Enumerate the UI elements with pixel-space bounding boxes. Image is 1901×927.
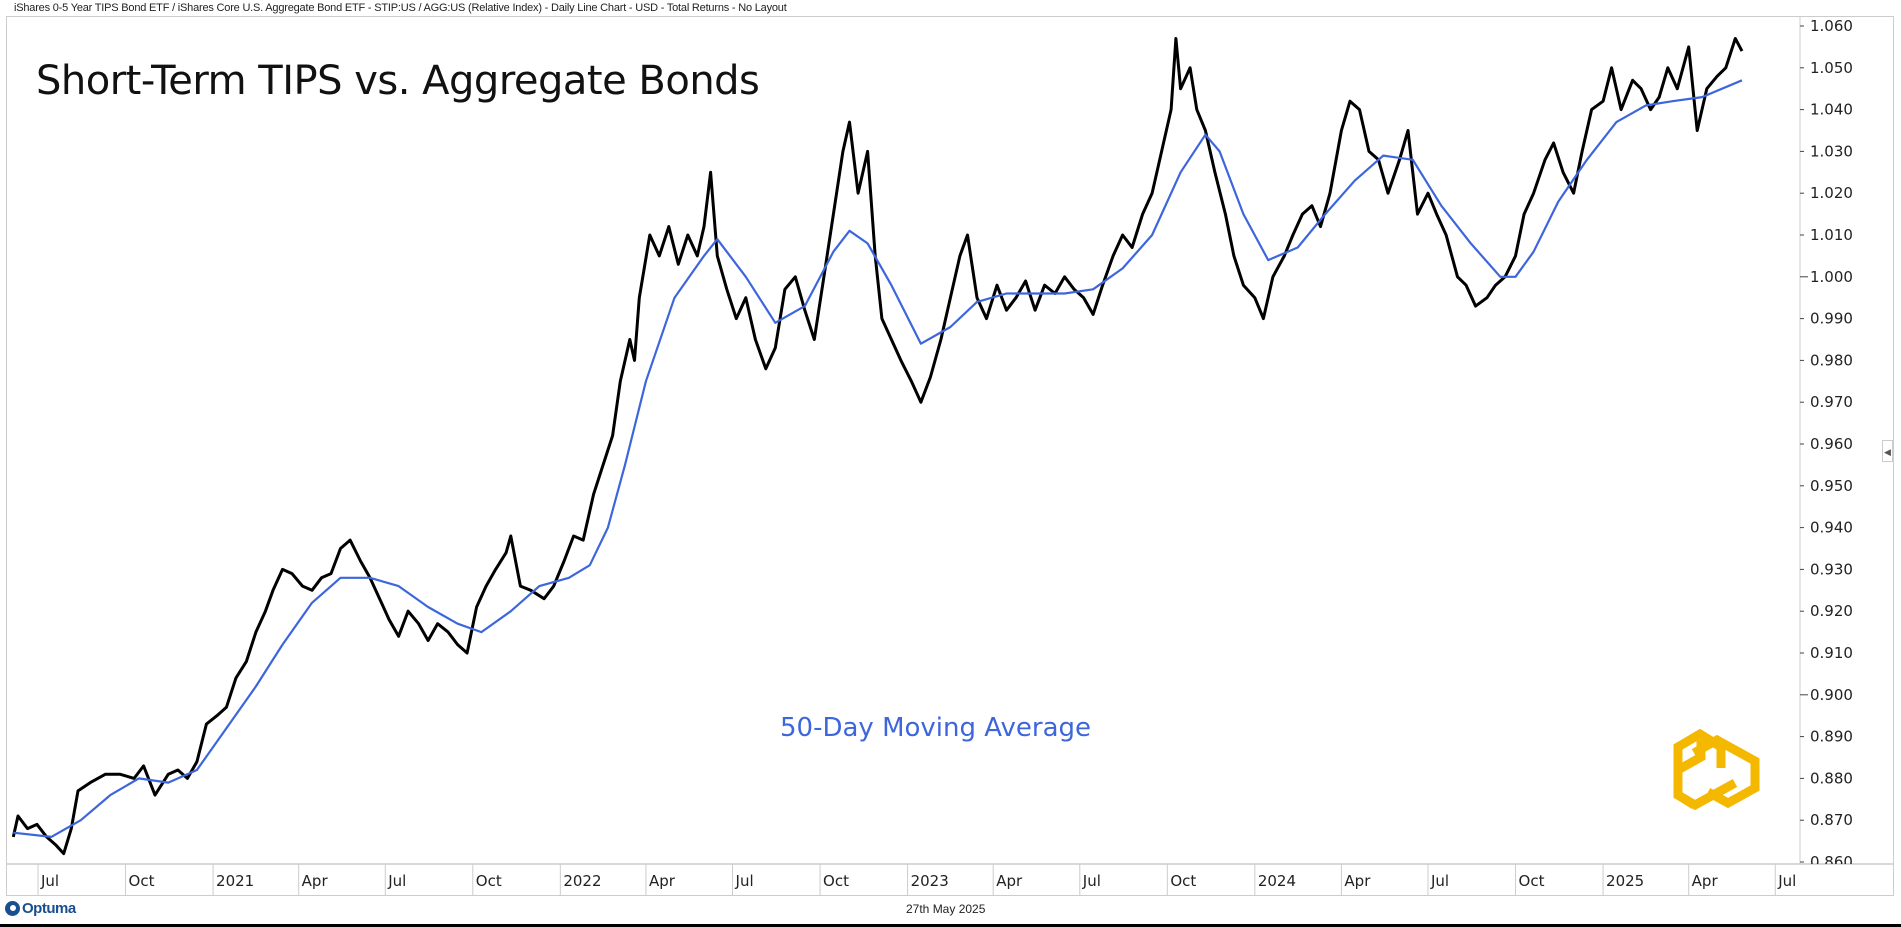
y-tick-label: 0.950 [1810,477,1853,495]
y-tick-label: 1.000 [1810,268,1853,286]
collapse-panel-button[interactable]: ◀ [1882,440,1893,462]
x-tick-label: Oct [1519,872,1545,890]
x-tick-label: 2022 [563,872,601,890]
x-tick-label: Oct [1170,872,1196,890]
x-tick-label: Oct [129,872,155,890]
x-tick-label: Apr [1344,872,1371,890]
y-tick-label: 0.880 [1810,769,1853,787]
y-tick-label: 1.010 [1810,226,1853,244]
footer-date: 27th May 2025 [906,902,986,916]
y-tick-label: 0.900 [1810,686,1853,704]
axes: 1.060 1.050 1.040 1.030 1.020 1.010 1.000 0.990… [6,16,1894,896]
x-tick-label: Apr [649,872,676,890]
chart-frame [6,16,1894,896]
brand-logo-icon [1673,728,1760,811]
y-tick-label: 1.050 [1810,59,1853,77]
moving-average-line [13,79,1743,838]
x-tick-label: 2021 [216,872,254,890]
price-ratio-line [11,37,1744,856]
y-tick-label: 0.990 [1810,310,1853,328]
x-tick-label: Oct [476,872,502,890]
x-tick-label: Apr [1692,872,1719,890]
ma-annotation: 50-Day Moving Average [780,713,1092,743]
x-tick-label: Apr [996,872,1023,890]
y-tick-label: 1.030 [1810,142,1853,160]
chevron-left-icon: ◀ [1884,447,1891,457]
x-tick-label: Jul [1082,872,1101,890]
series-layer [11,37,1744,856]
y-tick-label: 0.940 [1810,519,1853,537]
y-tick-label: 1.060 [1810,17,1853,35]
y-tick-label: 0.960 [1810,435,1853,453]
x-tick-label: Oct [823,872,849,890]
x-tick-label: Jul [1430,872,1449,890]
optuma-icon [5,901,20,916]
y-tick-label: 0.920 [1810,602,1853,620]
x-tick-label: Jul [387,872,406,890]
y-tick-label: 0.910 [1810,644,1853,662]
bottom-bar [0,924,1901,927]
chart-title: Short-Term TIPS vs. Aggregate Bonds [36,58,760,104]
optuma-logo: Optuma [5,900,76,917]
y-tick-label: 0.890 [1810,728,1853,746]
x-tick-label: Apr [302,872,329,890]
optuma-wordmark: Optuma [22,900,76,917]
y-tick-label: 1.020 [1810,184,1853,202]
y-tick-label: 0.930 [1810,560,1853,578]
x-tick-label: Jul [1777,872,1796,890]
x-tick-label: 2024 [1258,872,1296,890]
y-tick-label: 1.040 [1810,101,1853,119]
y-tick-label: 0.970 [1810,393,1853,411]
chart-description: iShares 0-5 Year TIPS Bond ETF / iShares… [14,2,787,14]
y-tick-labels: 1.060 1.050 1.040 1.030 1.020 1.010 1.000 0.990… [1800,17,1853,871]
y-tick-label: 0.860 [1810,853,1853,871]
x-tick-label: Jul [735,872,754,890]
x-tick-label: Jul [40,872,59,890]
x-tick-label: 2023 [911,872,949,890]
y-tick-label: 0.870 [1810,811,1853,829]
y-tick-label: 0.980 [1810,351,1853,369]
x-tick-label: 2025 [1606,872,1644,890]
